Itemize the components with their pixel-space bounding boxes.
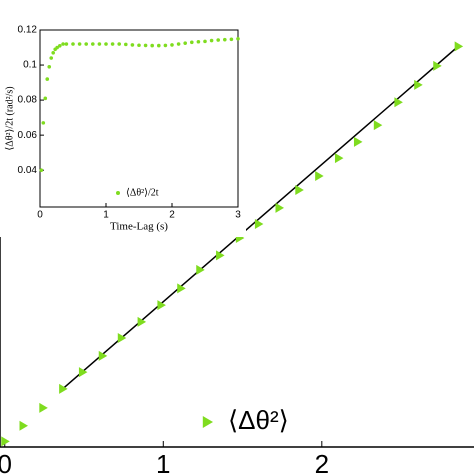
inset-point — [58, 43, 62, 48]
inset-point — [49, 56, 54, 60]
inset-point — [124, 42, 128, 47]
x-tick-label: 0 — [0, 449, 12, 474]
x-tick-label: 0 — [37, 210, 43, 221]
inset-point — [47, 65, 52, 69]
inset-point — [117, 42, 121, 46]
y-tick-label: 0.12 — [18, 25, 38, 36]
data-point — [353, 136, 363, 147]
data-point — [454, 41, 464, 52]
data-point — [137, 316, 147, 327]
inset-point — [39, 168, 44, 172]
inset-point — [236, 36, 240, 41]
inset-point — [43, 96, 48, 101]
inset-point — [77, 42, 82, 46]
data-point — [117, 333, 127, 344]
data-point — [414, 79, 423, 90]
inset-point — [61, 42, 65, 46]
data-point — [216, 250, 225, 261]
inset-point — [45, 77, 50, 81]
inset-point — [64, 42, 69, 46]
x-tick-label: 2 — [169, 210, 175, 221]
inset-bg — [0, 0, 246, 237]
inset-point — [157, 43, 161, 48]
data-point — [157, 300, 166, 311]
inset-point — [229, 37, 234, 42]
inset-point — [216, 38, 220, 42]
data-point — [315, 171, 324, 182]
inset-point — [176, 42, 181, 46]
data-point — [1, 436, 10, 447]
legend-marker — [202, 416, 213, 428]
inset-point — [97, 42, 102, 46]
y-axis-label: ⟨Δθ²⟩/2t (rad²/s) — [4, 86, 15, 150]
y-tick-label: 0.1 — [23, 60, 37, 71]
inset-point — [137, 43, 141, 48]
x-tick-label: 1 — [156, 449, 170, 474]
legend-label: ⟨Δθ²⟩ — [228, 405, 289, 435]
inset-point — [209, 38, 214, 43]
data-point — [59, 383, 68, 394]
inset-point — [130, 43, 135, 47]
inset-point — [190, 40, 194, 45]
inset-point — [51, 50, 55, 55]
inset-point — [163, 43, 168, 48]
x-tick-label: 2 — [315, 449, 329, 474]
inset-point — [203, 39, 207, 44]
data-point — [433, 60, 442, 71]
inset-point — [55, 45, 59, 50]
x-tick-label: 3 — [235, 210, 241, 221]
inset-point — [223, 37, 227, 42]
data-point — [196, 264, 205, 275]
data-point — [394, 97, 403, 108]
data-point — [78, 367, 88, 378]
data-point — [334, 153, 344, 164]
fit-line — [62, 45, 459, 390]
inset-point — [84, 42, 88, 46]
inset-point — [196, 39, 201, 44]
inset-point — [41, 121, 46, 125]
inset-legend-label: ⟨Δθ²⟩/2t — [126, 187, 159, 198]
x-tick-label: 1 — [103, 210, 109, 221]
y-tick-label: 0.08 — [18, 95, 38, 106]
data-point — [275, 202, 285, 213]
inset-frame — [39, 29, 239, 208]
y-tick-label: 0.04 — [18, 165, 38, 176]
data-point — [177, 283, 186, 294]
data-point — [98, 350, 108, 361]
x-axis-label: Time-Lag (s) — [110, 221, 168, 233]
inset-point — [71, 42, 75, 46]
inset-point — [170, 43, 174, 47]
inset-point — [183, 41, 187, 45]
y-tick-label: 0.06 — [18, 130, 38, 141]
data-point — [254, 219, 264, 230]
inset-point — [143, 43, 148, 48]
inset-legend-marker — [116, 191, 120, 195]
data-point — [19, 420, 28, 431]
data-point — [39, 402, 48, 413]
data-point — [295, 184, 304, 195]
inset-point — [91, 42, 95, 46]
data-point — [373, 120, 383, 131]
inset-point — [104, 42, 108, 46]
inset-point — [110, 42, 115, 46]
inset-point — [150, 43, 154, 48]
